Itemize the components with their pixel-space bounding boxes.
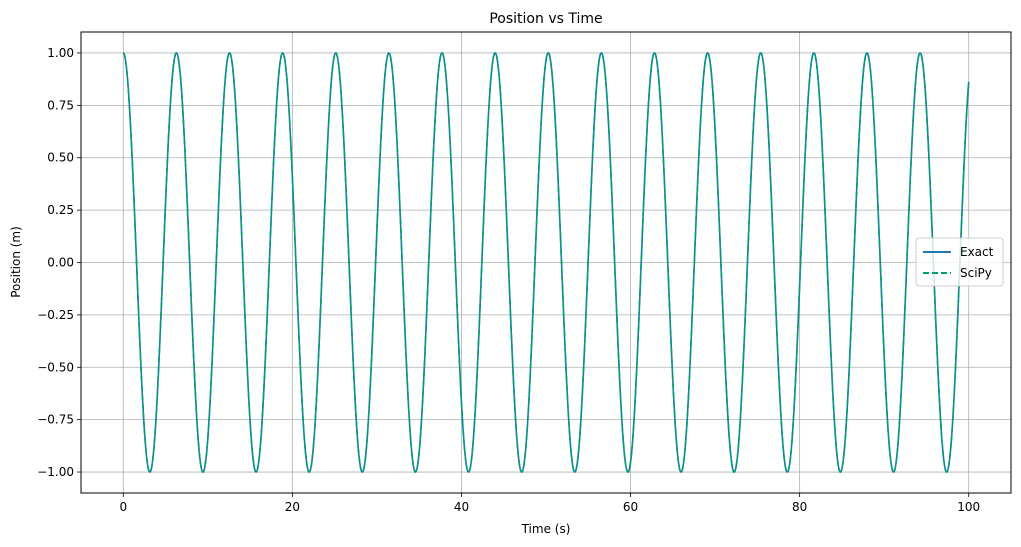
y-tick-label: 0.25 (47, 203, 74, 217)
x-tick-label: 80 (792, 500, 807, 514)
axis-ticks: 0 20 40 60 80 100 −1.00 −0.75 −0.50 −0.25 0.00 0.25… (37, 46, 980, 514)
y-tick-label: −0.75 (37, 413, 74, 427)
series-line-scipy (122, 52, 970, 473)
y-tick-label: −0.50 (37, 360, 74, 374)
y-tick-label: 0.50 (47, 151, 74, 165)
x-axis-label: Time (s) (521, 522, 571, 536)
y-axis-label: Position (m) (9, 226, 23, 298)
y-tick-label: −1.00 (37, 465, 74, 479)
y-tick-label: 0.75 (47, 98, 74, 112)
x-tick-label: 20 (285, 500, 300, 514)
y-tick-label: −0.25 (37, 308, 74, 322)
chart-title: Position vs Time (489, 11, 602, 27)
x-tick-label: 60 (623, 500, 638, 514)
y-tick-label: 1.00 (47, 46, 74, 60)
x-tick-label: 100 (957, 500, 980, 514)
legend-label-exact: Exact (960, 245, 994, 259)
series-lines (122, 52, 970, 473)
legend-label-scipy: SciPy (960, 266, 992, 280)
y-tick-label: 0.00 (47, 256, 74, 270)
legend: Exact SciPy (915, 237, 1004, 287)
x-tick-label: 0 (119, 500, 127, 514)
x-tick-label: 40 (454, 500, 469, 514)
